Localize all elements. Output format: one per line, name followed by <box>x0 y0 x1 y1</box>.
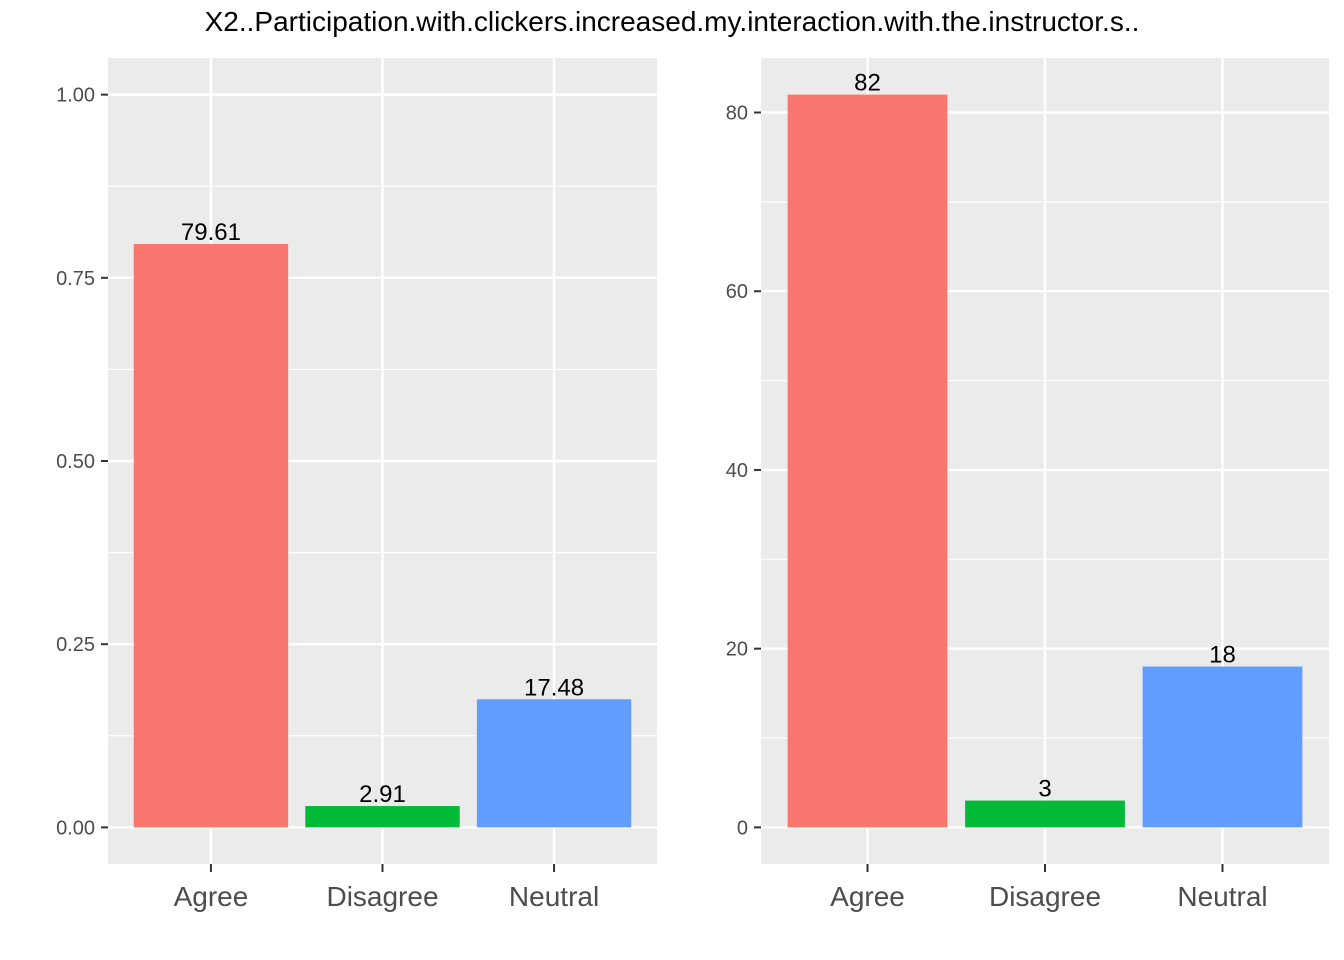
data-label-neutral: 17.48 <box>524 674 584 701</box>
data-label-agree: 82 <box>854 70 881 97</box>
bar-disagree <box>305 806 460 828</box>
bar-neutral <box>476 699 632 828</box>
x-tick-label: Agree <box>174 881 249 912</box>
x-tick-label: Disagree <box>326 881 438 912</box>
chart-title: X2..Participation.with.clickers.increase… <box>204 6 1140 37</box>
y-tick-label: 0.50 <box>56 451 95 473</box>
y-tick-label: 0.75 <box>56 268 95 290</box>
y-tick-label: 40 <box>726 460 748 482</box>
y-tick-label: 0.00 <box>56 817 95 839</box>
x-tick-label: Agree <box>830 881 905 912</box>
data-label-agree: 79.61 <box>181 219 241 246</box>
y-tick-label: 1.00 <box>56 85 95 107</box>
data-label-neutral: 18 <box>1209 642 1236 669</box>
y-tick-label: 60 <box>726 281 748 303</box>
data-label-disagree: 3 <box>1038 776 1051 803</box>
x-tick-label: Neutral <box>509 881 599 912</box>
x-tick-label: Disagree <box>989 881 1101 912</box>
bar-agree <box>133 244 289 828</box>
y-tick-label: 80 <box>726 103 748 125</box>
bar-agree <box>787 94 948 828</box>
y-tick-label: 20 <box>726 639 748 661</box>
y-tick-label: 0 <box>737 817 748 839</box>
bar-neutral <box>1142 666 1303 828</box>
bar-disagree <box>965 800 1125 828</box>
y-tick-label: 0.25 <box>56 634 95 656</box>
data-label-disagree: 2.91 <box>359 781 406 808</box>
x-tick-label: Neutral <box>1177 881 1267 912</box>
